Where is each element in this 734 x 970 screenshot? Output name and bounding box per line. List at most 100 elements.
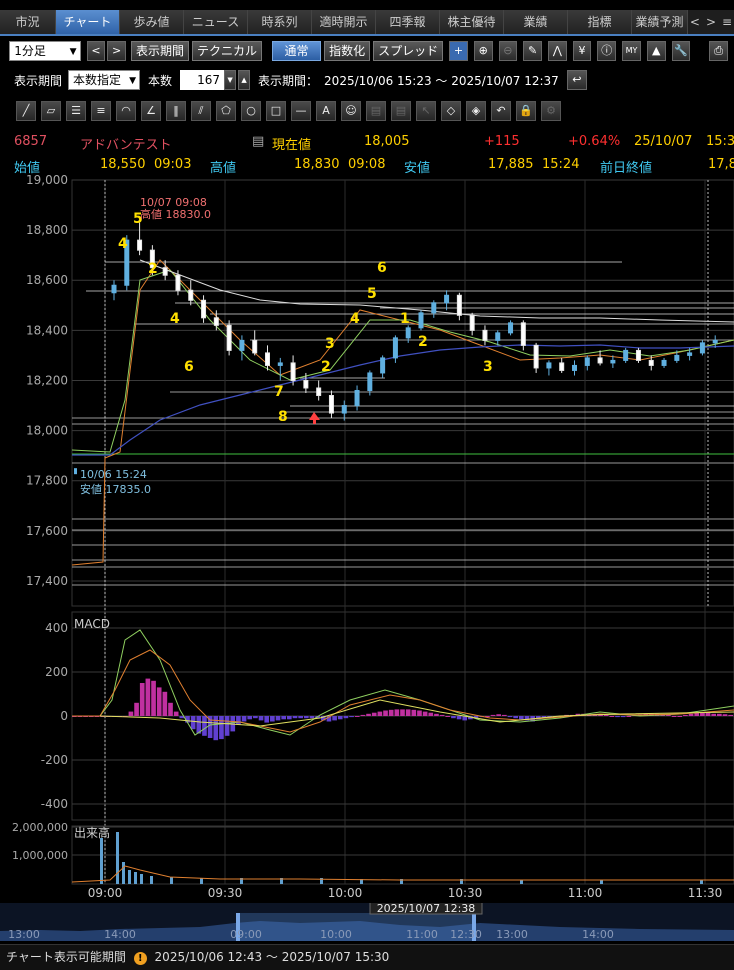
ohlc-row: 始値 18,550 09:03 高値 18,830 09:08 安値 17,88… bbox=[0, 155, 734, 176]
line-tool-icon[interactable]: ╱ bbox=[16, 101, 36, 121]
trend-icon[interactable]: ⋀ bbox=[547, 41, 567, 61]
available-period-range: 2025/10/06 12:43 ～ 2025/10/07 15:30 bbox=[154, 950, 390, 964]
macd-histogram-bar bbox=[264, 716, 270, 723]
arc-tool-icon[interactable]: ◠ bbox=[116, 101, 136, 121]
crosshair-icon[interactable]: + bbox=[449, 41, 468, 61]
tab-7[interactable]: 株主優待 bbox=[440, 10, 504, 34]
time-tick-label: 10:00 bbox=[328, 886, 363, 900]
yen-icon[interactable]: ¥ bbox=[572, 41, 592, 61]
lock-tool-icon[interactable]: 🔒 bbox=[516, 101, 536, 121]
copy-tool-icon[interactable]: ▤ bbox=[366, 101, 386, 121]
pencil-icon[interactable]: ✎ bbox=[523, 41, 542, 61]
macd-histogram-bar bbox=[332, 716, 337, 721]
tab-5[interactable]: 適時開示 bbox=[312, 10, 376, 34]
candle-body bbox=[533, 344, 539, 369]
parallel-tool-icon[interactable]: ☰ bbox=[66, 101, 86, 121]
low-time: 15:24 bbox=[542, 157, 580, 172]
macd-sub-line bbox=[99, 699, 734, 727]
time-navigator[interactable]: 13:00 14:00 09:00 10:00 11:00 12:30 13:00 14:00… bbox=[0, 899, 734, 941]
macd-histogram-bar bbox=[620, 716, 626, 718]
candle-body bbox=[392, 337, 398, 359]
area-chart-icon[interactable]: ▲ bbox=[646, 41, 666, 61]
navigator-window bbox=[236, 913, 476, 941]
rect-tool-icon[interactable]: □ bbox=[266, 101, 286, 121]
tab-10[interactable]: 業績予測 bbox=[632, 10, 688, 34]
icon-tool-icon[interactable]: ☺ bbox=[341, 101, 361, 121]
macd-histogram-bar bbox=[326, 716, 332, 722]
prev-arrow-button[interactable]: < bbox=[86, 41, 106, 61]
price-label: 現在値 bbox=[272, 138, 312, 153]
interval-select[interactable]: 1分足 bbox=[9, 41, 81, 61]
eraser-tool-icon[interactable]: ◇ bbox=[441, 101, 461, 121]
pentagon-tool-icon[interactable]: ⬠ bbox=[216, 101, 236, 121]
settings-tool-icon[interactable]: ⚙ bbox=[541, 101, 561, 121]
cycle-tool-icon[interactable]: ‖ bbox=[166, 101, 186, 121]
volume-bar bbox=[128, 870, 131, 884]
pointer-tool-icon[interactable]: ↖ bbox=[416, 101, 436, 121]
macd-histogram-bar bbox=[728, 714, 733, 716]
tab-6[interactable]: 四季報 bbox=[376, 10, 440, 34]
macd-histogram-bar bbox=[162, 691, 168, 716]
tab-4[interactable]: 時系列 bbox=[248, 10, 312, 34]
index-mode-button[interactable]: 指数化 bbox=[324, 41, 371, 61]
current-price: 18,005 bbox=[364, 134, 410, 149]
print-icon[interactable]: ⎙ bbox=[709, 41, 728, 61]
macd-histogram-bar bbox=[309, 716, 315, 719]
candle-body bbox=[546, 362, 552, 369]
navigator-tick-label: 12:30 bbox=[450, 928, 482, 941]
range-label: 表示期間： bbox=[258, 73, 319, 88]
price-tick-label: 17,800 bbox=[26, 474, 68, 488]
volume-bar bbox=[360, 879, 363, 884]
volume-bar bbox=[134, 872, 137, 884]
count-input[interactable]: 167 bbox=[180, 70, 225, 90]
reset-icon[interactable]: ↩ bbox=[566, 70, 587, 90]
zoom-in-icon[interactable]: ⊕ bbox=[473, 41, 493, 61]
text-tool-icon[interactable]: A bbox=[316, 101, 336, 121]
count-up-icon[interactable]: ▲ bbox=[238, 70, 251, 90]
macd-histogram-bar bbox=[468, 716, 473, 720]
tab-3[interactable]: ニュース bbox=[184, 10, 248, 34]
technical-button[interactable]: テクニカル bbox=[192, 41, 263, 61]
zoom-out-icon[interactable]: ⊖ bbox=[498, 41, 518, 61]
retracement-tool-icon[interactable]: ≡ bbox=[91, 101, 111, 121]
spread-mode-button[interactable]: スプレッド bbox=[373, 41, 444, 61]
tab-menu-icon[interactable]: ≡ bbox=[722, 15, 733, 29]
macd-histogram-bar bbox=[320, 716, 326, 721]
ruler-tool-icon[interactable]: ▱ bbox=[41, 101, 61, 121]
macd-histogram-bar bbox=[213, 716, 219, 741]
tab-9[interactable]: 指標 bbox=[568, 10, 632, 34]
wrench-icon[interactable]: 🔧 bbox=[671, 41, 691, 61]
document-icon[interactable]: ▤ bbox=[252, 134, 265, 149]
period-mode-select[interactable]: 本数指定 bbox=[68, 70, 141, 90]
next-arrow-button[interactable]: > bbox=[107, 41, 127, 61]
macd-histogram-bar bbox=[428, 712, 434, 716]
tab-0[interactable]: 市況 bbox=[0, 10, 56, 34]
paste-tool-icon[interactable]: ▤ bbox=[391, 101, 411, 121]
stock-info-row: 6857 アドバンテスト ▤ 現在値 18,005 +115 +0.64% 25… bbox=[0, 132, 734, 153]
fan-tool-icon[interactable]: ∠ bbox=[141, 101, 161, 121]
tab-8[interactable]: 業績 bbox=[504, 10, 568, 34]
display-period-button[interactable]: 表示期間 bbox=[131, 41, 190, 61]
hline-tool-icon[interactable]: — bbox=[291, 101, 311, 121]
count-number: 3 bbox=[325, 336, 335, 352]
angle-tool-icon[interactable]: ⫽ bbox=[191, 101, 211, 121]
macd-label: MACD bbox=[74, 617, 110, 631]
macd-tick-label: 0 bbox=[60, 709, 68, 723]
undo-tool-icon[interactable]: ↶ bbox=[491, 101, 511, 121]
info-icon[interactable]: ⓘ bbox=[597, 41, 617, 61]
tab-2[interactable]: 歩み値 bbox=[120, 10, 184, 34]
normal-mode-button[interactable]: 通常 bbox=[272, 41, 322, 61]
my-chart-icon[interactable]: MY bbox=[622, 41, 641, 61]
macd-histogram-bar bbox=[134, 702, 139, 716]
volume-bar bbox=[170, 877, 173, 884]
candle-body bbox=[341, 405, 347, 414]
count-down-icon[interactable]: ▼ bbox=[224, 70, 237, 90]
eraser-all-tool-icon[interactable]: ◈ bbox=[466, 101, 486, 121]
tab-1[interactable]: チャート bbox=[56, 10, 120, 34]
stock-chart[interactable]: 19,000 18,800 18,600 18,400 18,200 18,000 17,8… bbox=[0, 0, 734, 944]
navigator-cursor-label: 2025/10/07 12:38 bbox=[377, 903, 476, 915]
circle-tool-icon[interactable]: ○ bbox=[241, 101, 261, 121]
tab-scroll-right-icon[interactable]: > bbox=[705, 15, 717, 29]
tab-scroll-left-icon[interactable]: < bbox=[689, 15, 700, 29]
candle-body bbox=[175, 274, 181, 291]
